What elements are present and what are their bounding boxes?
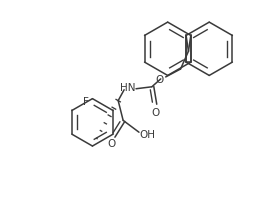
- Text: O: O: [107, 139, 115, 149]
- Text: O: O: [156, 75, 164, 85]
- Text: F: F: [83, 97, 88, 107]
- Text: O: O: [152, 108, 160, 118]
- Text: OH: OH: [139, 130, 155, 140]
- Text: HN: HN: [120, 83, 136, 93]
